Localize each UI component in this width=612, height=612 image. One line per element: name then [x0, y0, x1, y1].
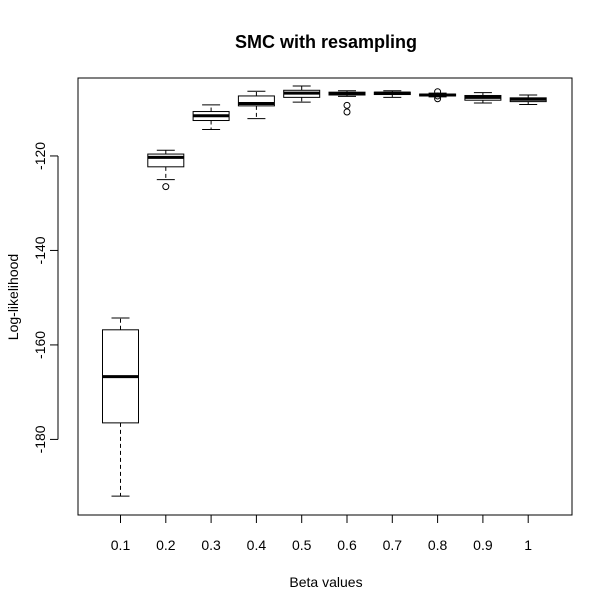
y-tick-label: -120 — [32, 142, 48, 170]
boxes-group — [102, 85, 547, 497]
box-0.7 — [373, 90, 411, 98]
x-tick-label: 0.2 — [156, 537, 176, 553]
outlier-point — [434, 95, 442, 103]
outlier-point — [434, 92, 442, 100]
y-tick-label: -140 — [32, 236, 48, 264]
x-tick-label: 0.6 — [337, 537, 357, 553]
box-0.1 — [102, 317, 139, 497]
x-tick-label: 0.3 — [201, 537, 221, 553]
y-tick-label: -160 — [32, 331, 48, 359]
x-axis: 0.1 0.2 0.3 0.4 0.5 0.6 0.7 0.8 0.9 1 — [111, 514, 532, 553]
x-tick-label: 0.8 — [428, 537, 448, 553]
box-0.8 — [419, 88, 457, 103]
box-1 — [509, 94, 547, 105]
box-0.4 — [237, 90, 275, 120]
box-0.9 — [464, 92, 502, 104]
y-tick-label: -180 — [32, 425, 48, 453]
outlier-point — [343, 108, 351, 116]
x-tick-label: 0.7 — [383, 537, 403, 553]
x-axis-label: Beta values — [289, 574, 362, 590]
x-tick-label: 0.4 — [247, 537, 267, 553]
x-tick-label: 0.1 — [111, 537, 131, 553]
x-tick-label: 0.5 — [292, 537, 312, 553]
box-0.2 — [147, 149, 185, 191]
x-tick-label: 0.9 — [473, 537, 493, 553]
y-axis-label: Log-likelihood — [5, 254, 21, 340]
x-tick-label: 1 — [524, 537, 532, 553]
outlier-point — [434, 88, 442, 96]
outlier-point — [162, 183, 170, 191]
box-0.6 — [328, 90, 366, 116]
box-0.5 — [283, 85, 321, 103]
chart-title: SMC with resampling — [235, 32, 417, 52]
y-axis: -180 -160 -140 -120 — [32, 142, 59, 453]
box-iqr — [237, 95, 275, 107]
box-0.3 — [192, 104, 230, 130]
outlier-point — [343, 101, 351, 109]
